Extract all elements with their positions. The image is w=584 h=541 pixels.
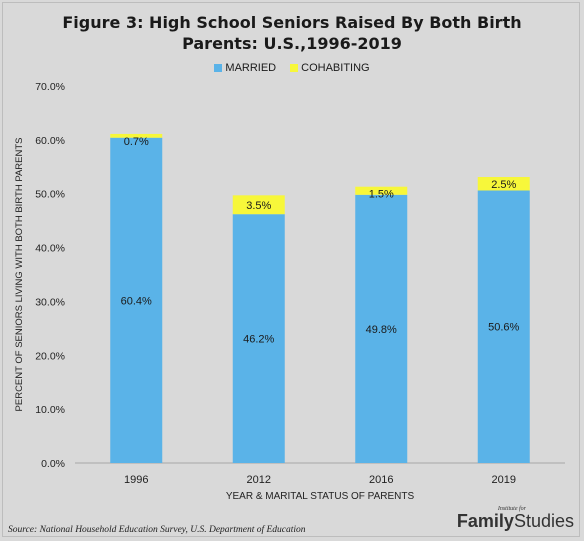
y-tick-label: 10.0% bbox=[35, 404, 65, 416]
x-tick-label: 2012 bbox=[247, 474, 271, 486]
legend-item-cohabiting: COHABITING bbox=[290, 62, 370, 74]
legend-item-married: MARRIED bbox=[214, 62, 276, 74]
x-tick-label: 2019 bbox=[492, 474, 516, 486]
x-axis-label: YEAR & MARITAL STATUS OF PARENTS bbox=[226, 491, 415, 502]
y-tick-label: 20.0% bbox=[35, 350, 65, 362]
chart-title-line1: Figure 3: High School Seniors Raised By … bbox=[62, 13, 522, 32]
y-tick-label: 60.0% bbox=[35, 135, 65, 147]
bar-married bbox=[355, 194, 408, 463]
chart-title-line2: Parents: U.S.,1996-2019 bbox=[182, 34, 402, 53]
legend-swatch-cohabiting bbox=[290, 64, 299, 72]
logo-light-text: Studies bbox=[513, 511, 574, 531]
y-tick-label: 30.0% bbox=[35, 296, 65, 308]
x-tick-label: 2016 bbox=[369, 474, 393, 486]
legend-label-married: MARRIED bbox=[225, 62, 277, 74]
bar-cohabiting bbox=[355, 186, 408, 195]
legend-label-cohabiting: COHABITING bbox=[301, 62, 370, 74]
data-label-cohabiting: 0.7% bbox=[124, 136, 149, 148]
data-label-married: 60.4% bbox=[121, 295, 152, 307]
logo-small-text: Institute for bbox=[497, 506, 526, 512]
chart-legend: MARRIED COHABITING bbox=[0, 62, 584, 74]
legend-swatch-married bbox=[214, 64, 223, 72]
data-label-married: 50.6% bbox=[488, 322, 519, 334]
bar-cohabiting bbox=[477, 177, 530, 191]
bar-cohabiting bbox=[110, 133, 163, 138]
bar-married bbox=[477, 190, 530, 464]
y-tick-label: 70.0% bbox=[35, 81, 65, 93]
bar-cohabiting bbox=[232, 195, 285, 215]
data-label-married: 49.8% bbox=[366, 324, 397, 336]
bar-married bbox=[232, 214, 285, 463]
data-label-cohabiting: 2.5% bbox=[491, 179, 516, 191]
family-studies-logo: Institute for FamilyStudies bbox=[457, 506, 574, 530]
x-tick-label: 1996 bbox=[124, 474, 148, 486]
y-tick-label: 40.0% bbox=[35, 243, 65, 255]
data-label-married: 46.2% bbox=[243, 334, 274, 346]
y-axis-label: PERCENT OF SENIORS LIVING WITH BOTH BIRT… bbox=[14, 138, 25, 412]
source-note: Source: National Household Education Sur… bbox=[8, 525, 306, 535]
data-label-cohabiting: 3.5% bbox=[246, 200, 271, 212]
bar-married bbox=[110, 137, 163, 463]
data-label-cohabiting: 1.5% bbox=[369, 189, 394, 201]
logo-bold-text: Family bbox=[456, 511, 514, 531]
y-tick-label: 50.0% bbox=[35, 189, 65, 201]
y-tick-label: 0.0% bbox=[41, 458, 65, 470]
